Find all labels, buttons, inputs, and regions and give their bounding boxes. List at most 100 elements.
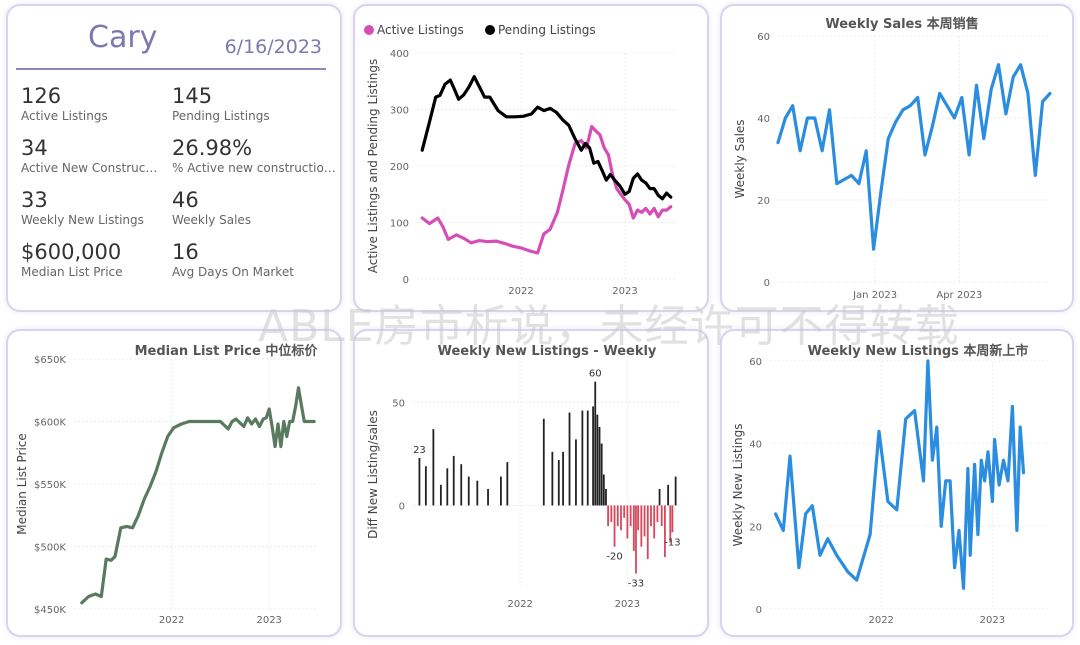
legend-label: Active Listings — [377, 23, 464, 37]
x-tick-label: 2023 — [256, 615, 281, 626]
weekly-sales-chart: Weekly Sales 本周销售 0 20 40 60 Jan 2023 Apr 2023… — [733, 16, 1052, 301]
weekly-sales-card: Weekly Sales 本周销售 0 20 40 60 Jan 2023 Apr 2023… — [720, 4, 1074, 312]
y-tick-label: 0 — [403, 275, 409, 286]
bar — [669, 505, 672, 543]
y-tick-label: 200 — [390, 162, 409, 173]
bar — [629, 505, 632, 527]
bar — [439, 484, 442, 506]
kpi-value: 26.98% — [172, 136, 253, 160]
bar — [613, 505, 616, 547]
kpi-card: Cary 6/16/2023 126 Active Listings 145 P… — [6, 4, 342, 312]
legend-label: Pending Listings — [498, 23, 596, 37]
kpi-value: $600,000 — [21, 240, 122, 264]
bar — [424, 466, 427, 506]
bar — [557, 460, 560, 506]
bar — [667, 484, 670, 506]
data-label: 23 — [413, 445, 426, 456]
bar — [637, 505, 640, 531]
bar — [500, 476, 502, 506]
bar — [674, 476, 677, 506]
kpi-label: Median List Price — [21, 265, 123, 279]
median-list-price-chart: Median List Price 中位标价 $450K $500K $550K $60… — [15, 343, 318, 626]
series-line-active-listings — [420, 124, 673, 255]
kpi-label: Active Listings — [21, 109, 108, 123]
bar — [626, 505, 629, 539]
kpi-label: % Active new constructions — [172, 161, 337, 175]
bar — [643, 505, 646, 537]
bar — [452, 455, 455, 506]
y-axis-label: Active Listings and Pending Listings — [366, 59, 380, 274]
bar — [568, 412, 571, 506]
kpi-label: Weekly Sales — [172, 213, 252, 227]
bar — [616, 505, 619, 527]
bar — [646, 505, 649, 560]
bar — [602, 474, 605, 506]
y-tick-label: 0 — [764, 278, 770, 289]
kpi-value: 46 — [172, 188, 199, 212]
bar — [467, 476, 470, 506]
bar — [596, 414, 599, 506]
kpi-weekly-new-listings: 33 Weekly New Listings — [21, 188, 186, 228]
data-label: -20 — [606, 552, 622, 563]
bar — [664, 505, 666, 558]
chart-title: Weekly Sales 本周销售 — [825, 16, 978, 32]
bar — [607, 505, 610, 527]
kpi-active-new-construction: 34 Active New Constructi... — [21, 136, 161, 176]
y-tick-label: $650K — [34, 355, 66, 366]
chart-title: Weekly New Listings 本周新上市 — [808, 343, 1029, 359]
bar — [623, 505, 626, 518]
active-pending-card: 0 100 200 300 400 2022 2023 Active Listings and… — [353, 4, 709, 312]
y-tick-label: $450K — [34, 605, 66, 616]
bar — [656, 505, 659, 522]
y-tick-label: 60 — [757, 32, 770, 43]
kpi-label: Avg Days On Market — [172, 265, 294, 279]
kpi-avg-days-on-market: 16 Avg Days On Market — [172, 240, 337, 280]
city-title: Cary — [88, 20, 158, 55]
y-axis-label: Median List Price — [15, 433, 29, 535]
bar — [476, 480, 479, 506]
bar — [592, 406, 594, 506]
x-tick-label: 2023 — [980, 615, 1005, 626]
y-tick-label: 40 — [749, 440, 762, 451]
kpi-label: Active New Constructi... — [21, 161, 161, 175]
bar — [487, 488, 489, 506]
bar — [506, 462, 509, 506]
y-tick-label: $550K — [34, 480, 66, 491]
kpi-label: Pending Listings — [172, 109, 270, 123]
y-tick-label: 40 — [757, 114, 770, 125]
bar — [418, 457, 421, 506]
y-tick-label: 60 — [749, 357, 762, 368]
bar — [620, 505, 622, 531]
data-label: 60 — [589, 369, 602, 380]
y-tick-label: $500K — [34, 543, 66, 554]
kpi-pct-active-new-construction: 26.98% % Active new constructions — [172, 136, 337, 176]
bar — [658, 488, 661, 506]
legend-marker — [485, 25, 495, 35]
bar — [594, 381, 597, 506]
bar — [600, 443, 603, 506]
y-tick-label: 300 — [390, 106, 409, 117]
x-tick-label: 2022 — [868, 615, 893, 626]
bar — [586, 410, 589, 506]
kpi-weekly-sales: 46 Weekly Sales — [172, 188, 337, 228]
bar — [671, 505, 674, 533]
diff-new-listings-card: Weekly New Listings - Weekly 0 50 2022 2023 D… — [353, 329, 709, 637]
kpi-value: 34 — [21, 136, 48, 160]
bar — [581, 410, 584, 506]
kpi-value: 33 — [21, 188, 48, 212]
x-tick-label: Apr 2023 — [936, 290, 982, 301]
data-label: -33 — [628, 579, 644, 590]
y-tick-label: 400 — [390, 49, 409, 60]
y-axis-label: Weekly New Listings — [731, 424, 745, 547]
bar — [551, 451, 554, 506]
x-tick-label: 2022 — [507, 599, 532, 610]
y-tick-label: 20 — [757, 196, 770, 207]
bar — [605, 488, 607, 506]
kpi-value: 16 — [172, 240, 199, 264]
y-tick-label: $600K — [34, 418, 66, 429]
report-date: 6/16/2023 — [224, 36, 322, 58]
bar — [575, 439, 577, 506]
x-tick-label: Jan 2023 — [852, 290, 897, 301]
bar — [598, 427, 601, 506]
x-tick-label: 2022 — [159, 615, 184, 626]
